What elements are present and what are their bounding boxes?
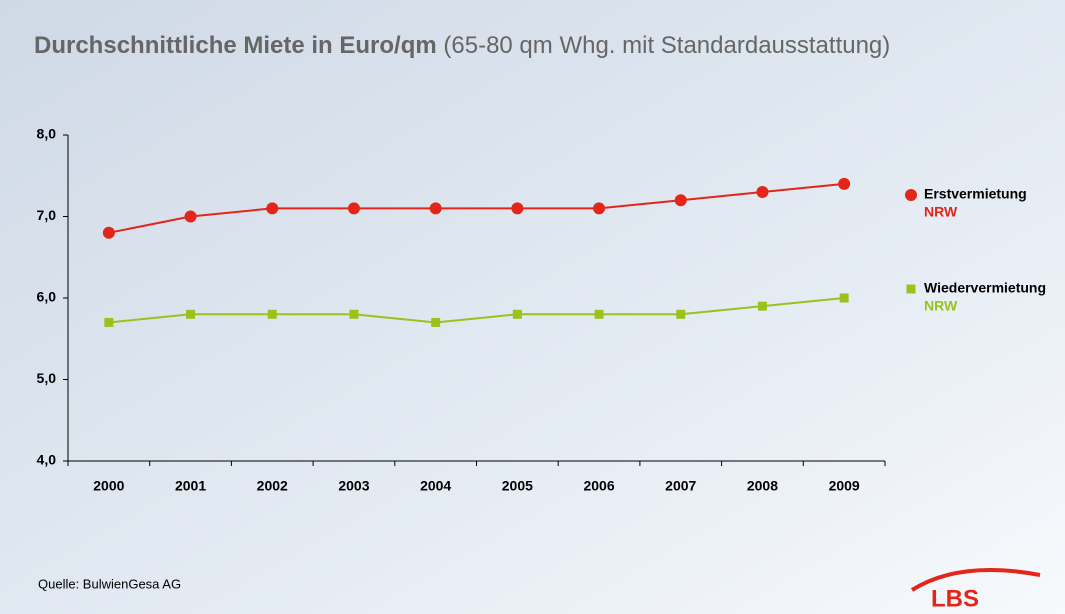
data-point [593, 202, 606, 215]
x-tick-label: 2006 [583, 478, 614, 494]
data-point [186, 309, 196, 319]
data-point [429, 202, 442, 215]
data-point [184, 210, 197, 223]
title: Durchschnittliche Miete in Euro/qm [34, 32, 437, 59]
legend-label: Wiedervermietung [924, 280, 1046, 296]
x-tick-label: 2009 [829, 478, 860, 494]
x-tick-label: 2005 [502, 478, 533, 494]
data-point [347, 202, 360, 215]
legend-label: Erstvermietung [924, 186, 1027, 202]
data-point [102, 226, 115, 239]
data-point [512, 309, 522, 319]
subtitle: (65-80 qm Whg. mit Standardausstattung) [443, 32, 890, 59]
series-line [108, 182, 845, 234]
x-tick-label: 2003 [338, 478, 369, 494]
legend-marker [905, 189, 917, 201]
data-point [267, 309, 277, 319]
x-tick-label: 2008 [747, 478, 778, 494]
chart-title: Durchschnittliche Miete in Euro/qm (65-8… [34, 32, 890, 59]
y-tick-label: 6,0 [37, 289, 57, 305]
x-tick-label: 2002 [257, 478, 288, 494]
x-tick-label: 2007 [665, 478, 696, 494]
y-tick-label: 7,0 [37, 207, 57, 223]
y-tick-label: 8,0 [37, 126, 57, 142]
data-point [676, 309, 686, 319]
x-tick-label: 2004 [420, 478, 451, 494]
y-tick-label: 5,0 [37, 370, 57, 386]
data-point [349, 309, 359, 319]
data-point [838, 177, 851, 190]
source: Quelle: BulwienGesa AG [38, 576, 181, 591]
data-point [266, 202, 279, 215]
data-point [757, 301, 767, 311]
y-tick-label: 4,0 [37, 452, 57, 468]
data-point [756, 186, 769, 199]
x-tick-label: 2001 [175, 478, 206, 494]
data-point [674, 194, 687, 207]
legend-sublabel: NRW [924, 298, 958, 314]
data-point [839, 293, 849, 303]
legend-sublabel: NRW [924, 204, 958, 220]
legend-marker [906, 284, 916, 294]
logo-arc [910, 568, 1041, 592]
logo: LBS [931, 585, 979, 612]
x-tick-label: 2000 [93, 478, 124, 494]
series-line [108, 297, 845, 324]
data-point [594, 309, 604, 319]
data-point [511, 202, 524, 215]
data-point [431, 317, 441, 327]
data-point [104, 317, 114, 327]
